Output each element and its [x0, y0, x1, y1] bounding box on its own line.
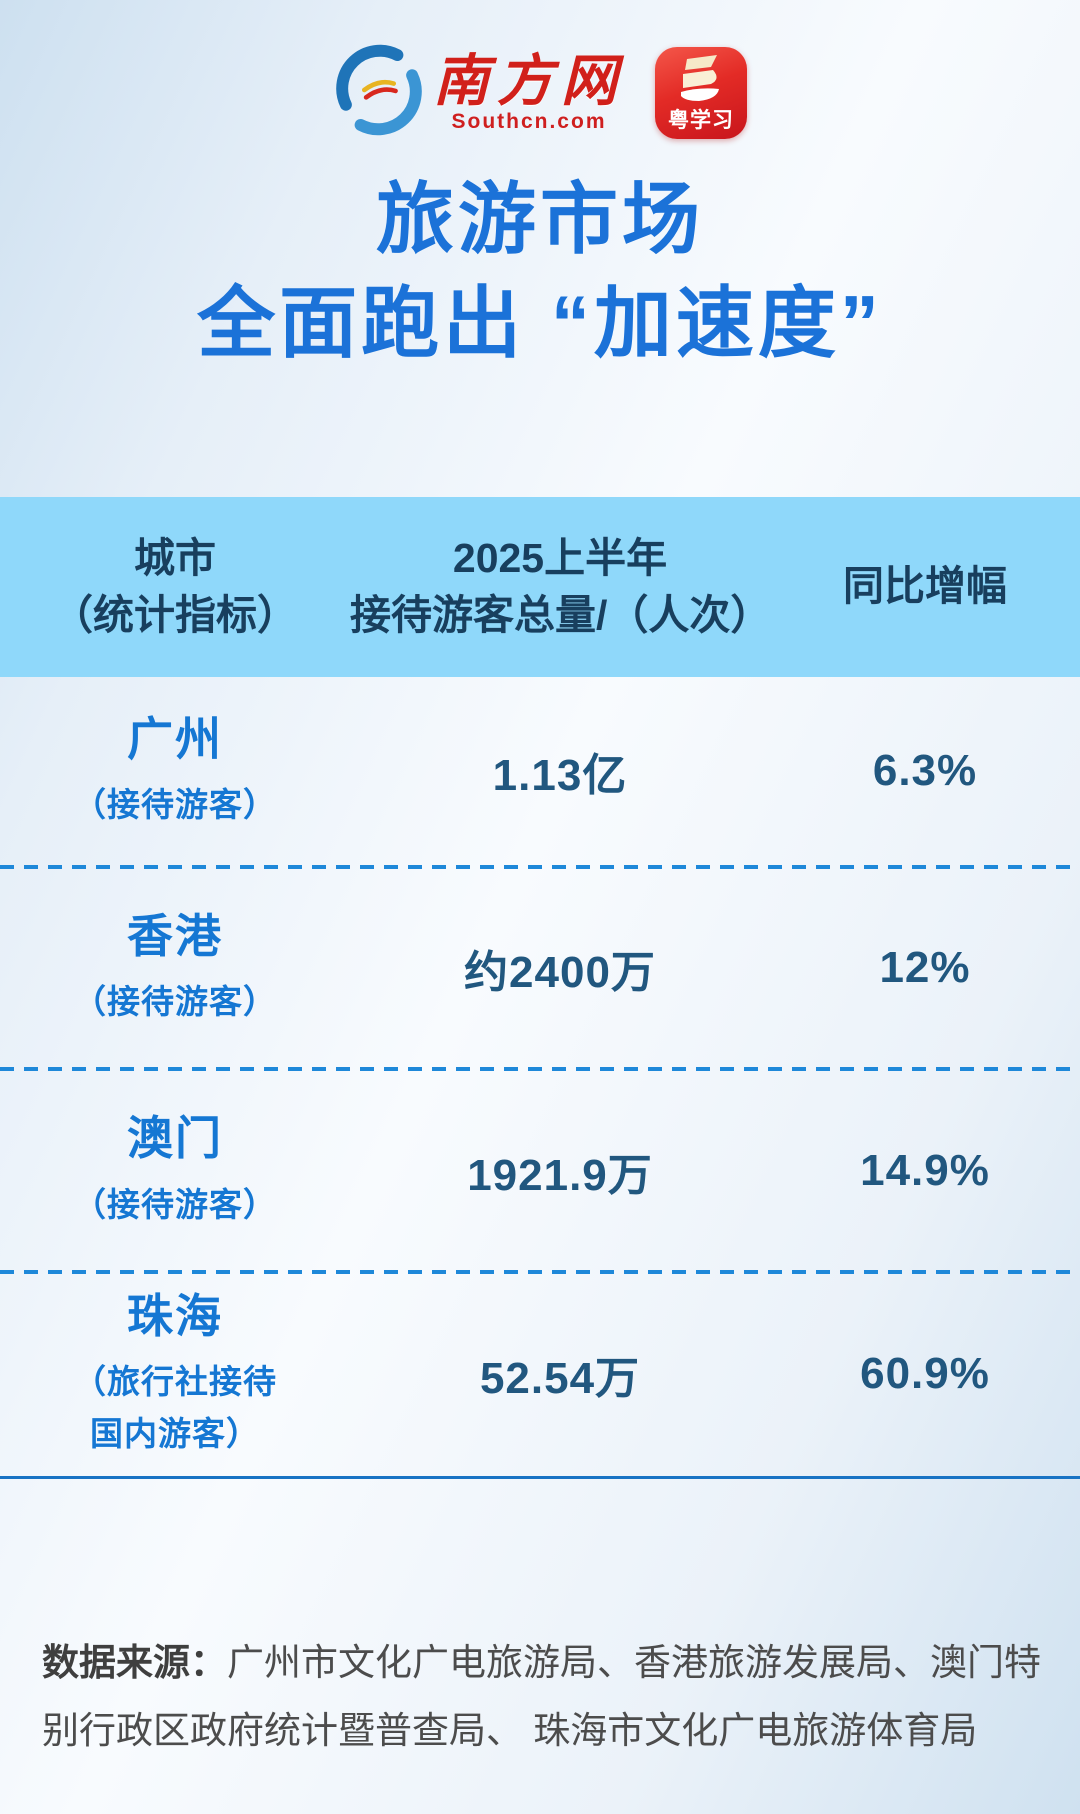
yuexuexi-label: 粤学习: [668, 108, 734, 132]
row-divider: [0, 1067, 1080, 1071]
row-divider: [0, 1270, 1080, 1274]
page-title-line1: 旅游市场: [375, 175, 704, 263]
southcn-wordmark: 南方网 Southcn.com: [433, 49, 625, 133]
southcn-swirl-icon: [333, 44, 425, 141]
city-name: 香港: [127, 909, 223, 962]
growth-value: 12%: [879, 943, 971, 992]
row-divider: [0, 865, 1080, 869]
brand-bar: 南方网 Southcn.com 粤学习: [0, 44, 1080, 141]
city-name: 广州: [127, 712, 223, 765]
city-name: 珠海: [127, 1290, 223, 1343]
city-cell: 香港 （接待游客）: [0, 909, 350, 1027]
yuexuexi-app-icon: 粤学习: [655, 46, 747, 139]
total-visitors-value: 约2400万: [464, 948, 656, 997]
growth-value: 14.9%: [860, 1145, 990, 1195]
city-cell: 澳门 （接待游客）: [0, 1111, 350, 1229]
page-title-line2: 全面跑出 “加速度”: [197, 278, 883, 367]
table-header: 城市 （统计指标） 2025上半年 接待游客总量/（人次） 同比增幅: [0, 497, 1080, 677]
city-indicator: （接待游客）: [73, 983, 277, 1021]
data-source-text: 广州市文化广电旅游局、香港旅游发展局、澳门特别行政区政府统计暨普查局、 珠海市文…: [42, 1642, 1041, 1752]
city-cell: 广州 （接待游客）: [0, 712, 350, 830]
southcn-logo: 南方网 Southcn.com: [333, 44, 625, 141]
data-source: 数据来源：广州市文化广电旅游局、香港旅游发展局、澳门特别行政区政府统计暨普查局、…: [42, 1629, 1044, 1766]
table-row: 澳门 （接待游客） 1921.9万 14.9%: [0, 1071, 1080, 1270]
data-source-label: 数据来源：: [42, 1642, 227, 1683]
table-bottom-border: [0, 1476, 1080, 1479]
growth-value: 6.3%: [872, 746, 978, 795]
header-col-city: 城市 （统计指标）: [52, 534, 298, 638]
total-visitors-value: 1.13亿: [492, 751, 628, 800]
growth-value: 60.9%: [860, 1349, 990, 1398]
yuexuexi-glyph-icon: [671, 54, 731, 116]
city-indicator: （接待游客）: [73, 1185, 277, 1223]
total-visitors-value: 1921.9万: [467, 1150, 653, 1200]
city-name: 澳门: [127, 1112, 223, 1165]
city-cell: 珠海 （旅行社接待 国内游客）: [0, 1289, 350, 1458]
table-row: 广州 （接待游客） 1.13亿 6.3%: [0, 677, 1080, 865]
table-row: 珠海 （旅行社接待 国内游客） 52.54万 60.9%: [0, 1274, 1080, 1474]
header-col-total: 2025上半年 接待游客总量/（人次）: [350, 534, 772, 638]
page-title: 旅游市场 全面跑出 “加速度”: [0, 168, 1080, 375]
total-visitors-value: 52.54万: [479, 1354, 641, 1403]
city-indicator: （接待游客）: [73, 786, 277, 824]
table-row: 香港 （接待游客） 约2400万 12%: [0, 869, 1080, 1067]
southcn-name: 南方网: [433, 49, 625, 112]
southcn-domain: Southcn.com: [451, 110, 607, 133]
header-col-growth: 同比增幅: [843, 563, 1007, 610]
city-indicator: （旅行社接待 国内游客）: [73, 1363, 277, 1452]
